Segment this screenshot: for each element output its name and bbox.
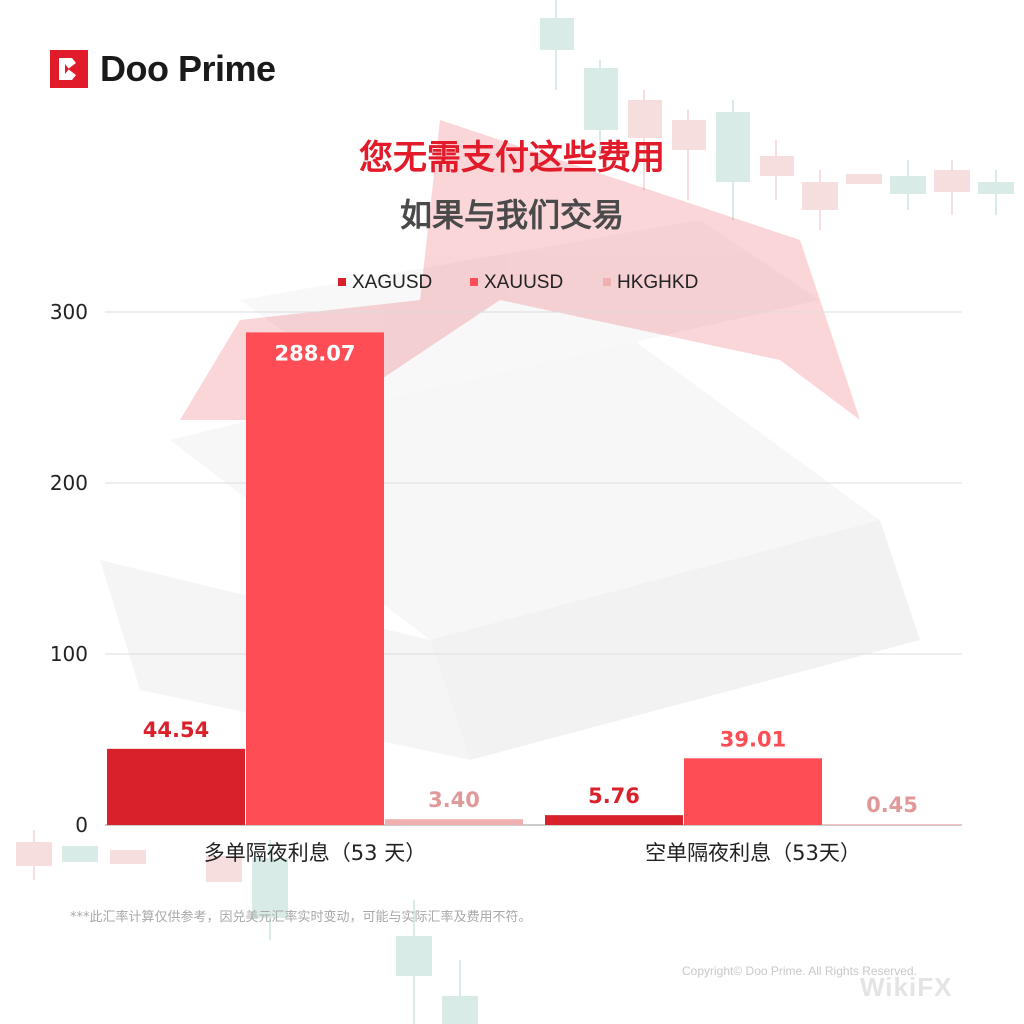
legend-swatch <box>470 278 478 286</box>
page-title: 您无需支付这些费用 <box>359 138 665 178</box>
bar-data-label: 3.40 <box>428 788 480 812</box>
background-candlesticks <box>16 0 1014 1024</box>
watermark: WikiFX <box>860 972 953 1002</box>
x-category-label: 空单隔夜利息（53天） <box>645 841 861 865</box>
legend-label: XAUUSD <box>484 272 563 293</box>
y-tick-label: 0 <box>75 813 88 837</box>
bar <box>385 819 523 825</box>
y-tick-label: 200 <box>50 471 88 495</box>
bar <box>246 332 384 825</box>
bar <box>545 815 683 825</box>
bar-data-label: 0.45 <box>866 793 918 817</box>
copyright: Copyright© Doo Prime. All Rights Reserve… <box>682 964 917 978</box>
doo-prime-logo-icon <box>50 50 88 88</box>
brand-logo: Doo Prime <box>50 48 276 90</box>
legend-label: XAGUSD <box>352 272 432 293</box>
legend-swatch <box>338 278 346 286</box>
bar-data-label: 288.07 <box>274 341 355 365</box>
legend-label: HKGHKD <box>617 272 698 293</box>
y-tick-label: 100 <box>50 642 88 666</box>
bar-chart: 0 100 200 300 XAGUSD XAUUSD HKGHKD 44.54 288.07 3… <box>50 272 962 865</box>
bar <box>823 824 961 825</box>
bar <box>107 748 245 825</box>
legend-swatch <box>603 278 611 286</box>
x-category-label: 多单隔夜利息（53 天） <box>204 841 426 865</box>
bar-data-label: 39.01 <box>720 727 786 751</box>
brand-name: Doo Prime <box>100 48 276 89</box>
y-tick-label: 300 <box>50 300 88 324</box>
bar <box>684 758 822 825</box>
footnote: ***此汇率计算仅供参考，因兑美元汇率实时变动，可能与实际汇率及费用不符。 <box>70 910 532 925</box>
page-subtitle: 如果与我们交易 <box>399 196 624 234</box>
bar-data-label: 44.54 <box>143 718 209 742</box>
bar-data-label: 5.76 <box>588 784 640 808</box>
